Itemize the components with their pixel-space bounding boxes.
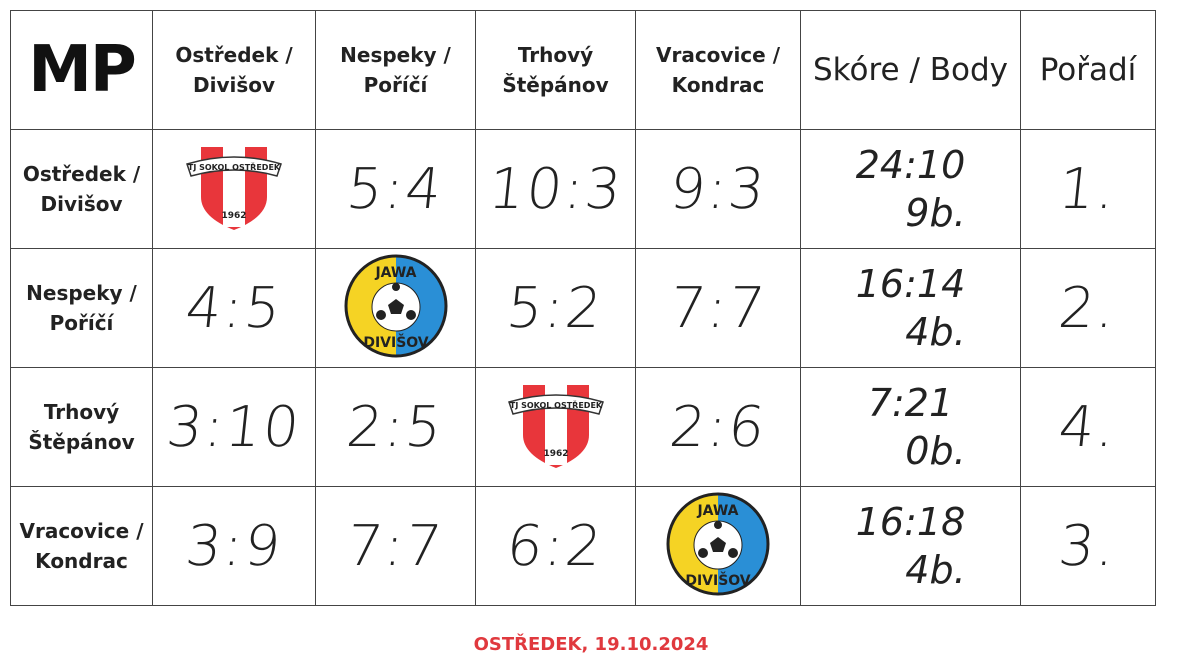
total-points: 0b. bbox=[905, 429, 966, 473]
match-result-cell: 6:2 bbox=[475, 486, 636, 606]
svg-text:1962: 1962 bbox=[543, 449, 568, 459]
rank: 1. bbox=[1055, 156, 1121, 222]
sokol-ostredek-logo: TJ SOKOL OSTŘEDEK 1962 bbox=[186, 147, 282, 230]
match-score: 3:9 bbox=[182, 513, 286, 579]
svg-text:TJ SOKOL OSTŘEDEK: TJ SOKOL OSTŘEDEK bbox=[509, 399, 602, 410]
svg-text:JAWA: JAWA bbox=[696, 503, 738, 519]
match-score: 5:4 bbox=[344, 156, 447, 222]
svg-text:DIVIŠOV: DIVIŠOV bbox=[685, 571, 750, 589]
header-cell: Ostředek / Divišov bbox=[152, 10, 316, 130]
match-score: 4:5 bbox=[182, 275, 286, 341]
rank-cell: 3. bbox=[1020, 486, 1156, 606]
match-score: 9:3 bbox=[666, 156, 770, 222]
total-points: 4b. bbox=[905, 310, 966, 354]
match-score: 3:10 bbox=[163, 394, 305, 460]
svg-text:JAWA: JAWA bbox=[374, 265, 416, 281]
total-score: 16:18 bbox=[855, 500, 966, 544]
team-row: Ostředek / Divišov TJ SOKOL OSTŘEDEK 196… bbox=[10, 129, 1156, 249]
jawa-divisov-logo: JAWA DIVIŠOV bbox=[666, 492, 770, 596]
svg-text:TJ SOKOL OSTŘEDEK: TJ SOKOL OSTŘEDEK bbox=[188, 161, 281, 172]
rank: 2. bbox=[1055, 275, 1121, 341]
diagonal-logo-cell: TJ SOKOL OSTŘEDEK 1962 bbox=[475, 367, 636, 487]
match-result-cell: 2:6 bbox=[635, 367, 801, 487]
team-name-cell: Trhový Štěpánov bbox=[10, 367, 153, 487]
match-result-cell: 10:3 bbox=[475, 129, 636, 249]
header-cell: Trhový Štěpánov bbox=[475, 10, 636, 130]
match-score: 5:2 bbox=[504, 275, 607, 341]
team-row: Trhový Štěpánov 3:10 2:5 TJ SOKOL OSTŘEDEK… bbox=[10, 367, 1156, 487]
score-points-cell: 16:18 4b. bbox=[800, 486, 1021, 606]
diagonal-logo-cell: JAWA DIVIŠOV bbox=[315, 248, 476, 368]
total-points: 4b. bbox=[905, 548, 966, 592]
header-cell: Nespeky / Poříčí bbox=[315, 10, 476, 130]
header-text: Trhový Štěpánov bbox=[502, 43, 609, 97]
team-name-cell: Nespeky / Poříčí bbox=[10, 248, 153, 368]
match-result-cell: 4:5 bbox=[152, 248, 316, 368]
match-result-cell: 5:2 bbox=[475, 248, 636, 368]
header-text: Nespeky / Poříčí bbox=[340, 43, 451, 97]
total-score: 24:10 bbox=[855, 143, 966, 187]
match-score: 2:6 bbox=[666, 394, 770, 460]
jawa-divisov-logo: JAWA DIVIŠOV bbox=[344, 254, 447, 358]
header-cell: Vracovice / Kondrac bbox=[635, 10, 801, 130]
header-row: MP Ostředek / Divišov Nespeky / Poříčí T… bbox=[10, 10, 1156, 130]
team-name-cell: Vracovice / Kondrac bbox=[10, 486, 153, 606]
match-result-cell: 5:4 bbox=[315, 129, 476, 249]
diagonal-logo-cell: TJ SOKOL OSTŘEDEK 1962 bbox=[152, 129, 316, 249]
match-score: 7:7 bbox=[666, 275, 770, 341]
rank-cell: 4. bbox=[1020, 367, 1156, 487]
score-points-cell: 16:14 4b. bbox=[800, 248, 1021, 368]
team-row: Nespeky / Poříčí 4:5 JAWA DIVIŠOV 5:2 7:7 16… bbox=[10, 248, 1156, 368]
match-score: 7:7 bbox=[344, 513, 447, 579]
team-name: Trhový Štěpánov bbox=[28, 400, 135, 454]
total-points: 9b. bbox=[905, 191, 966, 235]
match-score: 2:5 bbox=[344, 394, 447, 460]
match-result-cell: 3:10 bbox=[152, 367, 316, 487]
sokol-ostredek-logo: TJ SOKOL OSTŘEDEK 1962 bbox=[507, 385, 604, 468]
total-score: 7:21 bbox=[867, 381, 954, 425]
match-result-cell: 7:7 bbox=[315, 486, 476, 606]
rank-cell: 1. bbox=[1020, 129, 1156, 249]
header-score: Skóre / Body bbox=[800, 10, 1021, 130]
header-rank: Pořadí bbox=[1020, 10, 1156, 130]
match-result-cell: 9:3 bbox=[635, 129, 801, 249]
team-name-cell: Ostředek / Divišov bbox=[10, 129, 153, 249]
header-text: Pořadí bbox=[1039, 52, 1137, 88]
match-result-cell: 7:7 bbox=[635, 248, 801, 368]
team-name: Ostředek / Divišov bbox=[22, 162, 141, 216]
team-name: Nespeky / Poříčí bbox=[26, 281, 137, 335]
diagonal-logo-cell: JAWA DIVIŠOV bbox=[635, 486, 801, 606]
team-name: Vracovice / Kondrac bbox=[19, 519, 144, 573]
total-score: 16:14 bbox=[855, 262, 966, 306]
corner-text: MP bbox=[28, 33, 137, 107]
score-points-cell: 24:10 9b. bbox=[800, 129, 1021, 249]
score-points-cell: 7:21 0b. bbox=[800, 367, 1021, 487]
svg-text:DIVIŠOV: DIVIŠOV bbox=[363, 333, 428, 351]
svg-text:1962: 1962 bbox=[221, 211, 246, 221]
match-score: 10:3 bbox=[485, 156, 626, 222]
team-row: Vracovice / Kondrac 3:9 7:7 6:2 JAWA DIVIŠO… bbox=[10, 486, 1156, 606]
rank: 3. bbox=[1055, 513, 1121, 579]
match-result-cell: 2:5 bbox=[315, 367, 476, 487]
rank-cell: 2. bbox=[1020, 248, 1156, 368]
header-text: Vracovice / Kondrac bbox=[655, 43, 780, 97]
footer-place-date: OSTŘEDEK, 19.10.2024 bbox=[473, 634, 709, 655]
corner-label: MP bbox=[10, 10, 153, 130]
rank: 4. bbox=[1055, 394, 1121, 460]
match-score: 6:2 bbox=[504, 513, 607, 579]
header-text: Ostředek / Divišov bbox=[175, 43, 293, 97]
match-result-cell: 3:9 bbox=[152, 486, 316, 606]
header-text: Skóre / Body bbox=[812, 52, 1009, 88]
results-table: MP Ostředek / Divišov Nespeky / Poříčí T… bbox=[10, 10, 1156, 606]
